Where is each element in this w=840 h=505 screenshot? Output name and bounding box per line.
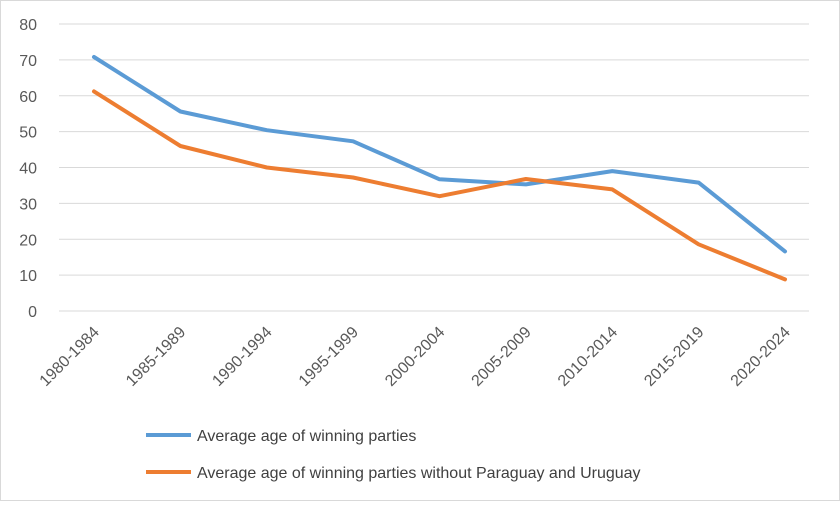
gridlines bbox=[59, 24, 809, 311]
series-line-2 bbox=[94, 91, 785, 279]
series-line-1 bbox=[94, 57, 785, 251]
x-tick-label: 2005-2009 bbox=[469, 324, 535, 390]
y-tick-label: 0 bbox=[28, 304, 37, 321]
x-tick-label: 2020-2024 bbox=[728, 324, 794, 390]
y-tick-label: 70 bbox=[19, 53, 37, 70]
y-tick-label: 40 bbox=[19, 161, 37, 178]
x-tick-label: 1985-1989 bbox=[123, 324, 189, 390]
legend-label-1: Average age of winning parties bbox=[197, 428, 416, 445]
x-tick-label: 2010-2014 bbox=[555, 324, 621, 390]
x-tick-label: 1995-1999 bbox=[296, 324, 362, 390]
x-axis-tick-labels: 1980-1984 1985-1989 1990-1994 1995-1999 2000… bbox=[37, 324, 794, 390]
x-tick-label: 1990-1994 bbox=[209, 324, 275, 390]
y-tick-label: 50 bbox=[19, 125, 37, 142]
y-tick-label: 80 bbox=[19, 17, 37, 34]
legend: Average age of winning parties Average ag… bbox=[146, 428, 641, 482]
y-tick-label: 10 bbox=[19, 268, 37, 285]
y-tick-label: 20 bbox=[19, 232, 37, 249]
series-lines bbox=[94, 57, 785, 279]
legend-label-2: Average age of winning parties without P… bbox=[197, 465, 641, 482]
y-axis-tick-labels: 0 10 20 30 40 50 60 70 80 bbox=[19, 17, 37, 321]
x-tick-label: 2000-2004 bbox=[382, 324, 448, 390]
x-tick-label: 1980-1984 bbox=[37, 324, 103, 390]
x-tick-label: 2015-2019 bbox=[641, 324, 707, 390]
y-tick-label: 60 bbox=[19, 89, 37, 106]
y-tick-label: 30 bbox=[19, 196, 37, 213]
